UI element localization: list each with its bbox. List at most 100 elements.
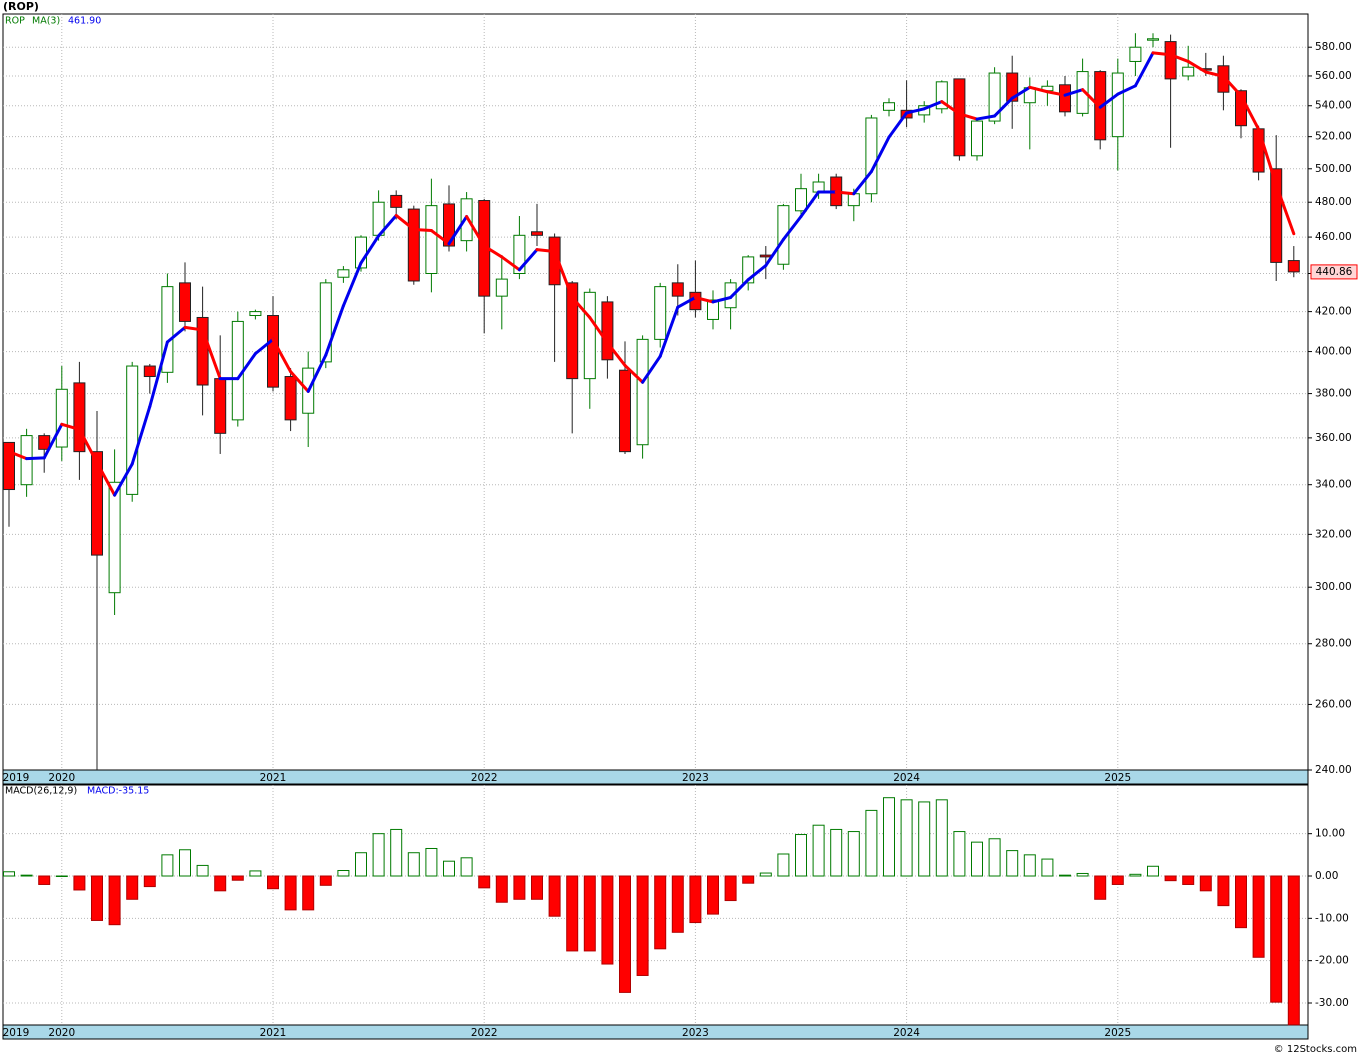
- macd-bar: [1076, 872, 1089, 877]
- ma-segment: [658, 305, 680, 358]
- ma-segment: [729, 278, 750, 299]
- ma-segment: [394, 213, 416, 231]
- candle-body: [337, 269, 350, 278]
- candle-body: [847, 193, 860, 207]
- ma-segment: [183, 325, 205, 332]
- ma-segment: [993, 96, 1014, 118]
- ma-segment: [500, 255, 521, 272]
- macd-bar: [795, 834, 807, 877]
- candle-body: [267, 315, 279, 388]
- ma-segment: [676, 295, 697, 309]
- macd-bar: [91, 875, 103, 921]
- candle-body: [108, 481, 121, 594]
- macd-bar: [619, 875, 631, 993]
- candle-body: [407, 208, 420, 282]
- macd-bar: [1164, 875, 1177, 882]
- candle-body: [425, 205, 438, 274]
- y-tick-label: 260.00: [1315, 698, 1352, 710]
- macd-bar: [654, 875, 667, 950]
- candle-body: [161, 286, 174, 373]
- macd-bar: [196, 864, 209, 877]
- candle-body: [566, 282, 579, 380]
- macd-bar: [407, 852, 420, 877]
- macd-bar: [1059, 874, 1071, 877]
- macd-bar: [1129, 873, 1142, 877]
- macd-bar: [355, 852, 367, 877]
- macd-bar: [372, 833, 385, 877]
- candle-body: [73, 382, 86, 453]
- macd-bar: [865, 809, 878, 877]
- y-tick-label: 460.00: [1315, 231, 1352, 243]
- ma-segment: [746, 264, 768, 282]
- candle-body: [91, 451, 103, 556]
- candle-body: [495, 278, 508, 297]
- ma-segment: [1221, 74, 1243, 98]
- ma-segment: [553, 249, 574, 299]
- y-tick-label: 0.00: [1315, 870, 1338, 882]
- y-tick-label: 240.00: [1315, 764, 1352, 776]
- candle-body: [3, 441, 15, 491]
- candle-body: [1006, 72, 1019, 102]
- candle-body: [38, 435, 51, 450]
- last-price-tag: [1310, 264, 1358, 280]
- macd-bar: [601, 875, 614, 965]
- candle-body: [988, 72, 1001, 122]
- macd-bar: [1287, 875, 1300, 1026]
- macd-bar: [531, 875, 543, 900]
- macd-bar: [883, 797, 895, 877]
- macd-bar: [689, 875, 702, 924]
- candle-body: [443, 203, 455, 247]
- ma-segment: [1063, 88, 1085, 97]
- macd-bar: [337, 870, 350, 877]
- macd-bar: [759, 872, 772, 877]
- candle-body: [619, 369, 631, 453]
- macd-bar: [231, 875, 244, 881]
- legend-ma-value: 461.90: [68, 16, 101, 27]
- macd-bar: [443, 860, 455, 877]
- ma-segment: [1098, 92, 1120, 109]
- candle-body: [513, 234, 526, 274]
- ma-segment: [324, 304, 345, 357]
- macd-bar: [1182, 875, 1195, 885]
- x-tick-label: 2020: [48, 1027, 75, 1039]
- ma-segment: [517, 248, 539, 272]
- candle-body: [390, 194, 403, 208]
- macd-bar: [830, 828, 843, 877]
- ma-segment: [465, 215, 486, 248]
- ma-segment: [359, 234, 381, 265]
- macd-bar: [1041, 858, 1054, 877]
- macd-bar: [671, 875, 684, 933]
- candle-body: [1270, 168, 1283, 263]
- ma-segment: [341, 261, 363, 308]
- candle-body: [1129, 46, 1142, 62]
- macd-bar: [583, 875, 596, 952]
- ma-segment: [957, 112, 979, 121]
- macd-bar: [284, 875, 297, 911]
- y-tick-label: 580.00: [1315, 41, 1352, 53]
- ma-segment: [1274, 183, 1296, 236]
- y-tick-label: -20.00: [1315, 955, 1349, 967]
- candle-body: [1059, 84, 1071, 113]
- x-tick-label: 2021: [260, 1027, 287, 1039]
- candle-body: [935, 81, 948, 110]
- ma-segment: [306, 353, 328, 393]
- ma-segment: [253, 337, 275, 356]
- ma-segment: [1186, 59, 1208, 74]
- macd-bar: [953, 831, 966, 877]
- macd-bar: [1023, 854, 1036, 877]
- macd-bar: [847, 831, 860, 877]
- x-tick-label: 2025: [1104, 772, 1131, 784]
- macd-bar: [55, 875, 68, 878]
- ma-segment: [869, 135, 891, 174]
- ma-segment: [1081, 88, 1102, 109]
- macd-bar: [513, 875, 526, 900]
- date-strip: [2, 1024, 1309, 1040]
- x-tick-label: 2020: [48, 772, 75, 784]
- y-tick-label: 400.00: [1315, 346, 1352, 358]
- candle-body: [601, 301, 614, 361]
- ma-segment: [289, 370, 310, 393]
- y-tick-label: 380.00: [1315, 388, 1352, 400]
- candle-body: [759, 254, 772, 258]
